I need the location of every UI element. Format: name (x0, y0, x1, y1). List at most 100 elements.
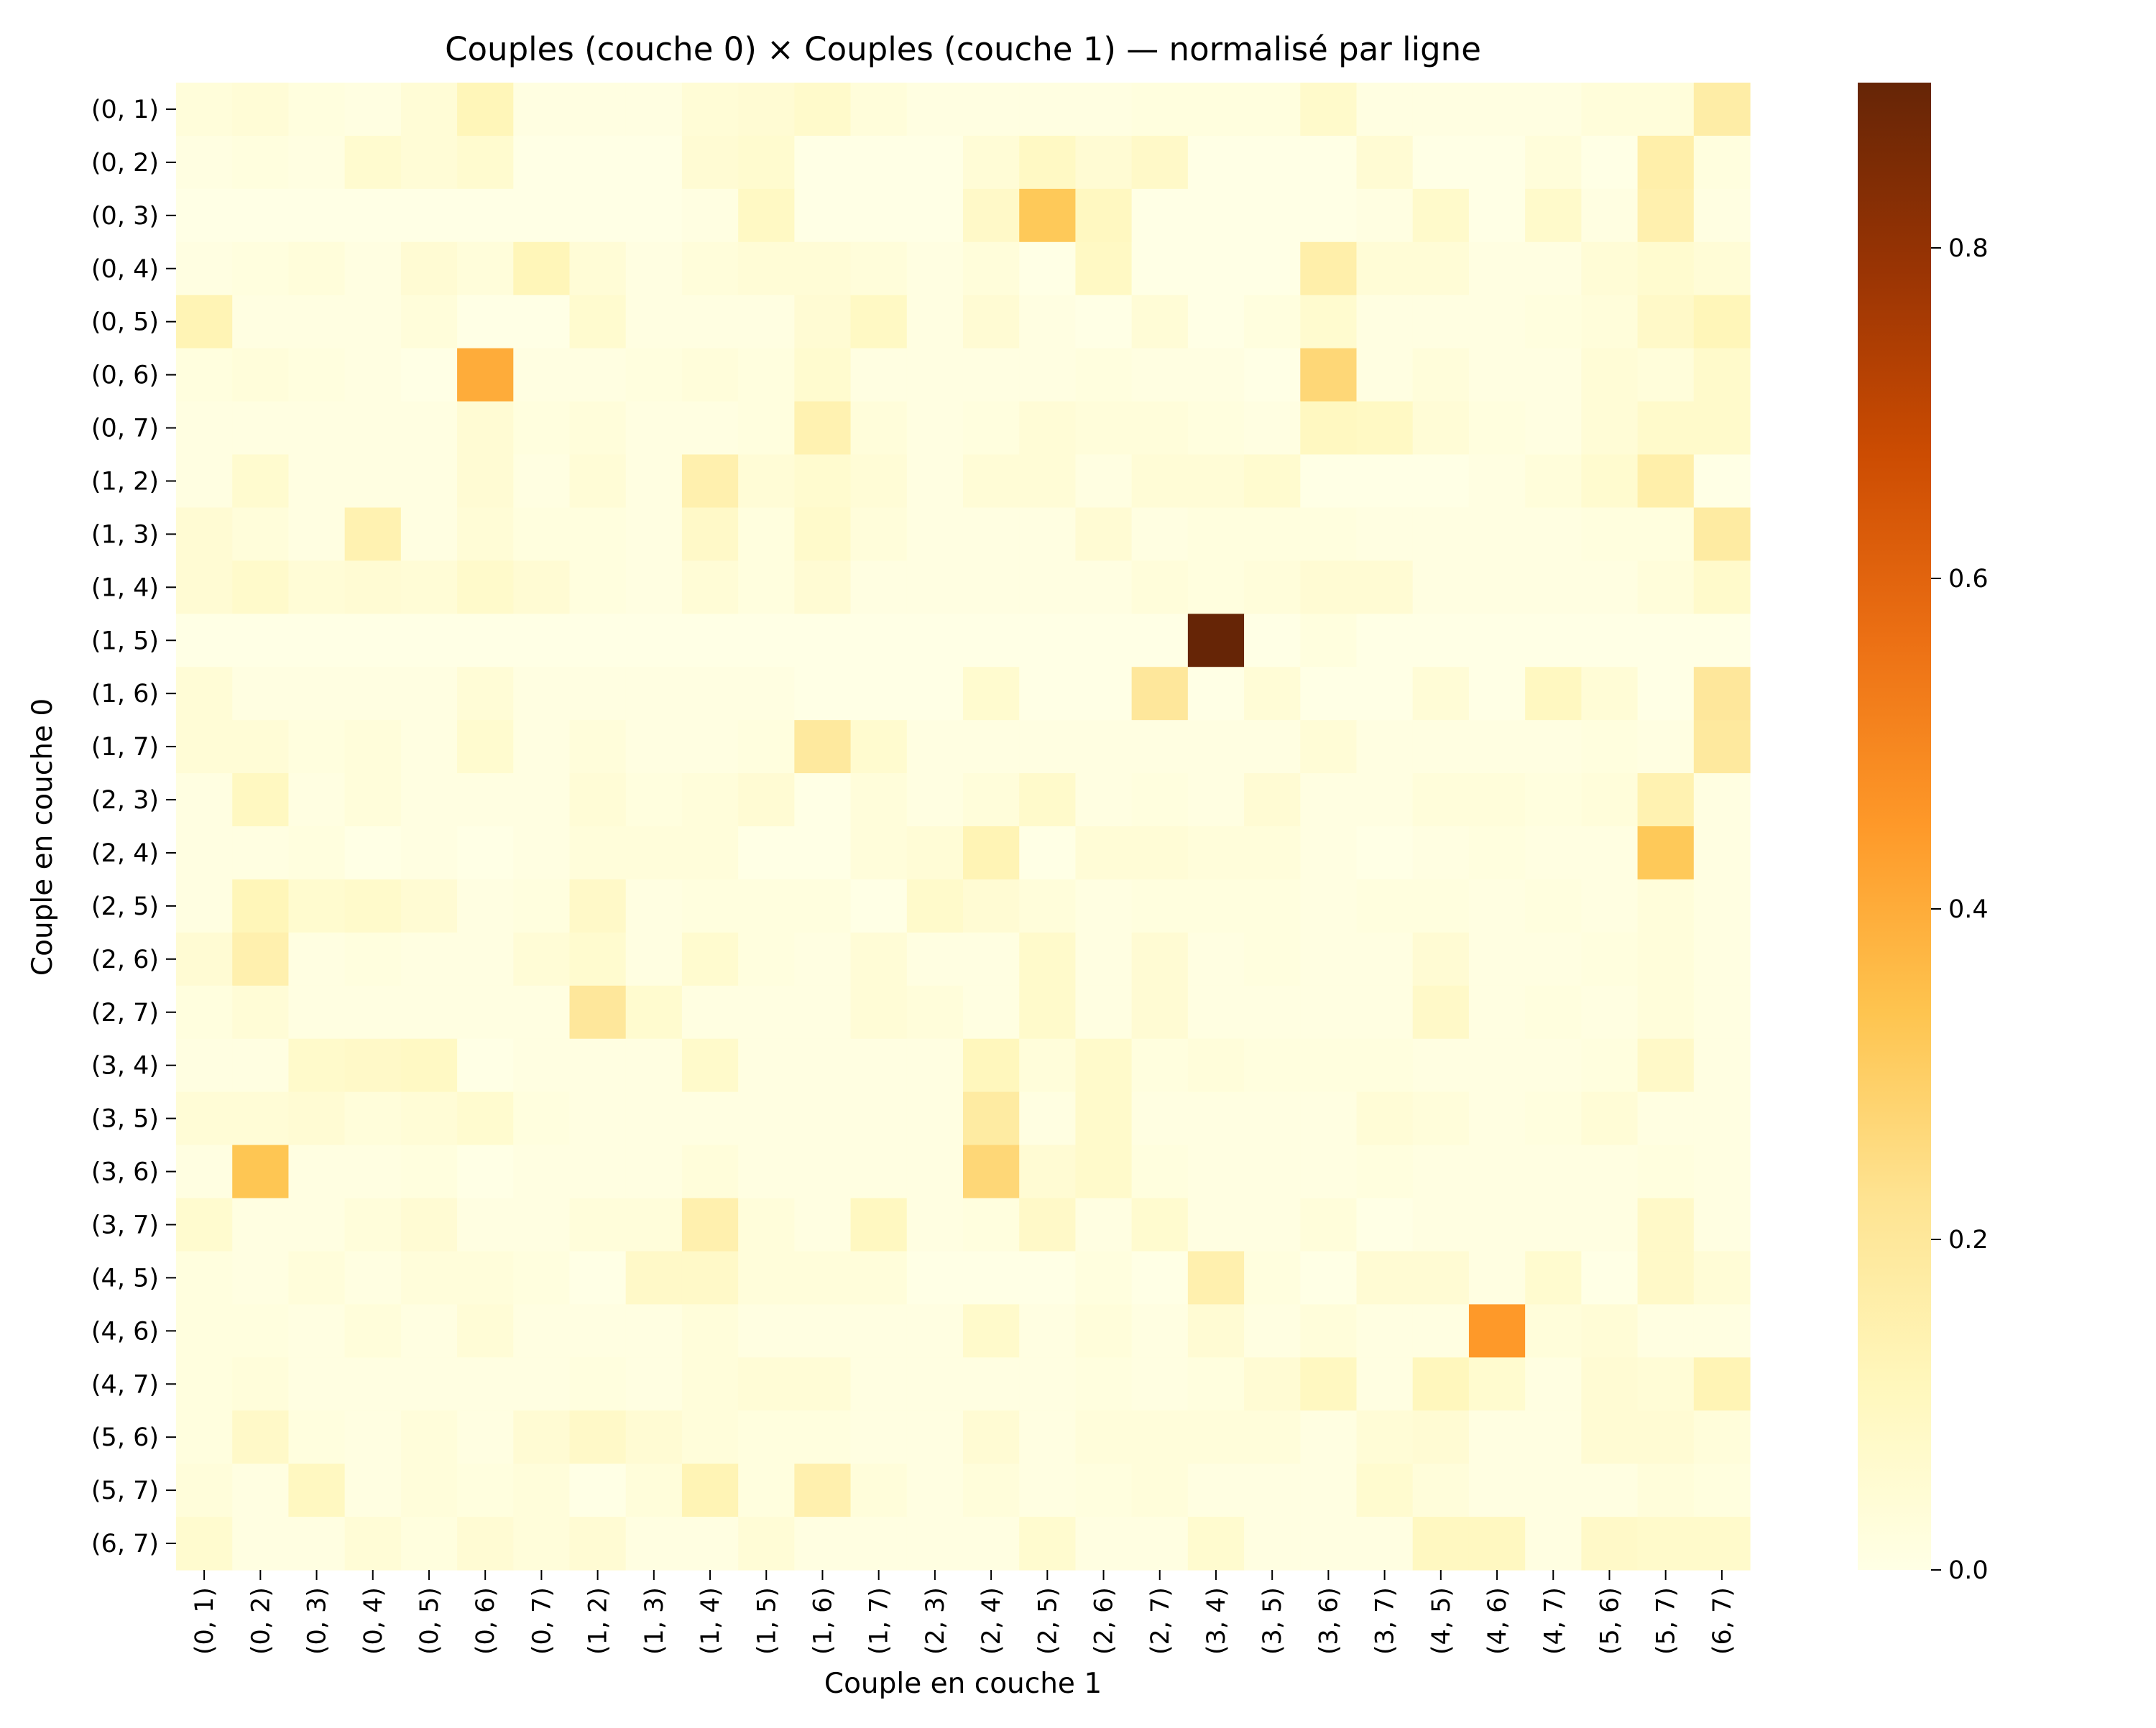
heatmap-cell (1300, 454, 1358, 509)
heatmap-cell (457, 667, 514, 721)
heatmap-cell (1019, 348, 1077, 402)
heatmap-cell (344, 1304, 402, 1358)
heatmap-cell (232, 879, 290, 933)
heatmap-cell (1187, 1198, 1245, 1252)
heatmap-cell (344, 1198, 402, 1252)
x-tick-label: (1, 4) (696, 1587, 725, 1655)
heatmap-cell (1300, 1038, 1358, 1093)
heatmap-cell (1412, 773, 1470, 827)
heatmap-cell (738, 188, 795, 243)
heatmap-cell (1637, 985, 1695, 1040)
heatmap-cell (850, 1091, 908, 1146)
heatmap-cell (1693, 1357, 1751, 1411)
y-tick-label: (2, 3) (91, 786, 159, 815)
heatmap-cell (176, 135, 233, 190)
heatmap-cell (738, 1357, 795, 1411)
heatmap-cell (1300, 985, 1358, 1040)
heatmap-cell (850, 879, 908, 933)
heatmap-cell (1468, 295, 1526, 349)
heatmap-cell (794, 1251, 852, 1305)
heatmap-cell (1637, 826, 1695, 880)
heatmap-cell (1244, 454, 1301, 509)
heatmap-cell (906, 401, 964, 456)
heatmap-cell (794, 614, 852, 667)
heatmap-cell (1693, 1038, 1751, 1093)
heatmap-cell (1412, 241, 1470, 296)
heatmap-cell (457, 241, 514, 296)
heatmap-cell (232, 188, 290, 243)
heatmap-cell (400, 1038, 458, 1093)
heatmap-cell (794, 1410, 852, 1464)
heatmap-cell (176, 667, 233, 721)
heatmap-cell (850, 507, 908, 561)
heatmap-cell (1356, 773, 1414, 827)
heatmap-cell (1468, 401, 1526, 456)
heatmap-cell (1525, 667, 1582, 721)
heatmap-cell (1412, 1145, 1470, 1199)
x-tick-label: (0, 1) (190, 1587, 219, 1655)
heatmap-cell (850, 188, 908, 243)
heatmap-cell (963, 83, 1020, 137)
heatmap-cell (232, 720, 290, 774)
heatmap-cell (794, 879, 852, 933)
heatmap-cell (1244, 295, 1301, 349)
heatmap-cell (288, 1198, 346, 1252)
heatmap-cell (1356, 826, 1414, 880)
heatmap-cell (1637, 135, 1695, 190)
heatmap-cell (794, 1038, 852, 1093)
heatmap-cell (232, 932, 290, 987)
heatmap-cell (1300, 188, 1358, 243)
heatmap-cell (850, 1038, 908, 1093)
heatmap-cell (569, 985, 627, 1040)
heatmap-cell (1300, 1198, 1358, 1252)
heatmap-cell (738, 1145, 795, 1199)
heatmap-cell (1412, 1357, 1470, 1411)
heatmap-cell (569, 720, 627, 774)
heatmap-cell (963, 241, 1020, 296)
heatmap-cell (513, 932, 571, 987)
heatmap-cell (1637, 1145, 1695, 1199)
heatmap-cell (1412, 188, 1470, 243)
heatmap-cell (738, 879, 795, 933)
y-tick-label: (3, 5) (91, 1105, 159, 1134)
heatmap-cell (681, 1410, 739, 1464)
heatmap-cell (1187, 667, 1245, 721)
heatmap-cell (232, 1410, 290, 1464)
heatmap-cell (232, 454, 290, 509)
y-tick-label: (1, 3) (91, 520, 159, 549)
heatmap-cell (850, 241, 908, 296)
heatmap-cell (400, 1091, 458, 1146)
heatmap-cell (1356, 720, 1414, 774)
heatmap-cell (1019, 188, 1077, 243)
heatmap-cell (850, 720, 908, 774)
heatmap-cell (176, 1145, 233, 1199)
heatmap-cell (1581, 295, 1639, 349)
heatmap-cell (1468, 454, 1526, 509)
x-tick-label: (1, 5) (752, 1587, 781, 1655)
x-tick-label: (2, 5) (1033, 1587, 1062, 1655)
heatmap-cell (288, 1091, 346, 1146)
heatmap-cell (1693, 720, 1751, 774)
heatmap-cell (1581, 1038, 1639, 1093)
y-tick-label: (5, 6) (91, 1423, 159, 1452)
heatmap-cell (1300, 1304, 1358, 1358)
heatmap-cell (1187, 720, 1245, 774)
heatmap-cell (1131, 1198, 1189, 1252)
heatmap-cell (794, 454, 852, 509)
heatmap-cell (569, 1198, 627, 1252)
heatmap-cell (176, 1304, 233, 1358)
heatmap-cell (906, 1198, 964, 1252)
heatmap-cell (457, 507, 514, 561)
heatmap-cell (1356, 560, 1414, 614)
heatmap-cell (513, 1464, 571, 1517)
heatmap-cell (1187, 295, 1245, 349)
heatmap-cell (1412, 667, 1470, 721)
heatmap-cell (400, 401, 458, 456)
heatmap-cell (344, 985, 402, 1040)
heatmap-cell (681, 295, 739, 349)
heatmap-cell (1131, 401, 1189, 456)
x-axis-ticks: (0, 1) (0, 2) (0, 3) (0, 4) (0, 5) (0, 6) (0, … (190, 1570, 1737, 1655)
heatmap-cell (1356, 1251, 1414, 1305)
heatmap-cell (513, 826, 571, 880)
heatmap-cell (681, 241, 739, 296)
